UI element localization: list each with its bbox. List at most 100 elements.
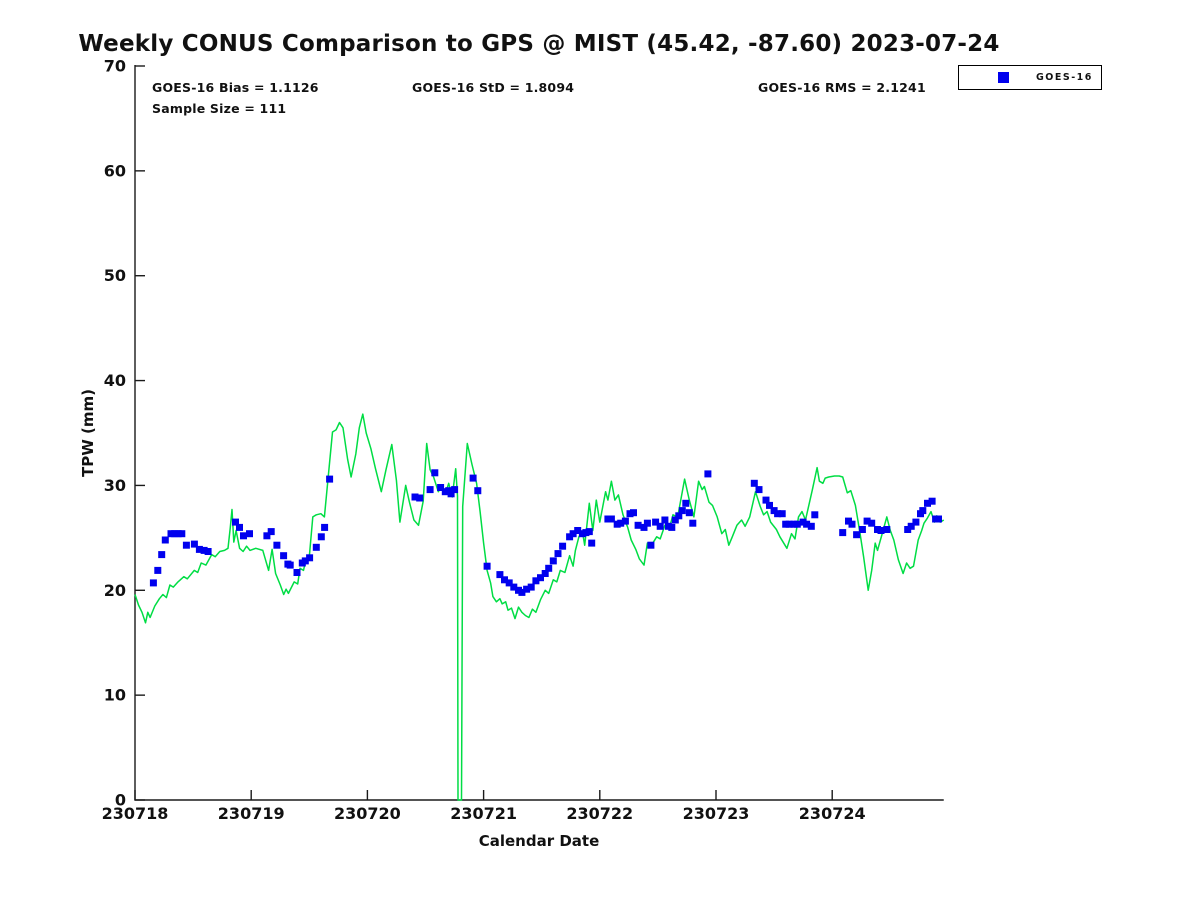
goes16-marker [232, 518, 239, 526]
goes16-marker [469, 474, 477, 482]
goes16-marker [236, 523, 243, 531]
goes16-marker [574, 527, 582, 534]
goes16-marker [263, 532, 271, 540]
goes16-marker [778, 510, 786, 518]
goes16-marker [630, 509, 637, 517]
goes16-marker [411, 493, 419, 501]
stat-bias: GOES-16 Bias = 1.1126 [152, 80, 319, 95]
goes16-marker [267, 528, 275, 536]
goes16-marker [167, 530, 175, 538]
goes16-marker [569, 530, 577, 538]
x-tick-label: 230721 [450, 804, 517, 823]
goes16-marker [682, 499, 690, 507]
goes16-marker [523, 585, 531, 593]
goes16-marker [585, 528, 593, 536]
goes16-marker [807, 522, 815, 530]
goes16-marker [306, 554, 314, 562]
x-axis-label: Calendar Date [478, 832, 600, 850]
goes16-marker [317, 533, 325, 541]
goes16-marker [312, 543, 320, 551]
y-tick-label: 70 [104, 57, 126, 76]
goes16-marker [549, 557, 557, 565]
goes16-marker [204, 548, 212, 555]
x-tick-label: 230718 [102, 804, 169, 823]
legend-box: GOES-16 [958, 65, 1102, 90]
stat-std: GOES-16 StD = 1.8094 [412, 80, 575, 95]
y-tick-label: 60 [104, 161, 126, 180]
goes16-marker [161, 536, 169, 544]
goes16-marker [883, 526, 891, 533]
goes16-marker [912, 518, 920, 526]
goes16-marker [554, 550, 562, 558]
goes16-marker [195, 545, 203, 553]
goes16-marker [190, 540, 198, 548]
goes16-marker [919, 507, 927, 515]
goes16-marker [793, 520, 801, 528]
x-tick-label: 230723 [683, 804, 750, 823]
goes16-marker [640, 523, 648, 531]
goes16-marker [273, 541, 281, 549]
gps-line [134, 413, 945, 801]
goes16-legend-label: GOES-16 [1036, 72, 1093, 83]
goes16-marker [647, 541, 655, 549]
goes16-marker [158, 551, 166, 559]
goes16-marker [437, 484, 445, 491]
goes16-marker [774, 510, 782, 518]
goes16-marker [545, 564, 553, 572]
goes16-marker [661, 516, 669, 524]
y-tick-label: 50 [104, 266, 126, 285]
goes16-marker [326, 475, 334, 483]
x-tick-label: 230722 [566, 804, 633, 823]
x-tick-label: 230719 [218, 804, 285, 823]
goes16-marker [863, 517, 871, 525]
goes16-marker [182, 541, 190, 549]
goes16-marker [426, 486, 434, 494]
goes16-marker [689, 519, 697, 527]
goes16-marker [621, 517, 629, 525]
goes16-marker [301, 557, 309, 565]
goes16-marker [483, 562, 491, 570]
stat-sample-size: Sample Size = 111 [152, 101, 287, 116]
y-tick-label: 10 [104, 686, 126, 705]
y-tick-label: 40 [104, 371, 126, 390]
goes16-marker [755, 486, 763, 494]
axis-lines [134, 65, 944, 801]
goes16-marker [447, 490, 455, 498]
goes16-marker [935, 515, 942, 523]
goes16-marker [877, 527, 885, 534]
goes16-marker [634, 521, 642, 529]
goes16-marker [617, 519, 625, 527]
goes16-marker [474, 487, 482, 495]
goes16-marker [588, 539, 596, 547]
goes16-marker [675, 512, 683, 520]
goes16-marker [668, 523, 676, 531]
y-tick-label: 30 [104, 476, 126, 495]
goes16-marker [750, 479, 758, 487]
goes16-marker [200, 546, 208, 554]
goes16-marker [518, 588, 526, 596]
goes16-marker [240, 532, 247, 540]
goes16-marker [541, 570, 549, 577]
goes16-marker [704, 470, 712, 478]
stat-rms: GOES-16 RMS = 2.1241 [758, 80, 926, 95]
goes16-marker [839, 529, 847, 537]
goes16-marker [496, 571, 504, 579]
goes16-marker [671, 516, 679, 524]
goes16-marker [848, 520, 856, 528]
goes16-marker [853, 531, 861, 539]
goes16-marker [174, 530, 182, 538]
goes16-marker [928, 497, 936, 505]
y-tick-label: 20 [104, 581, 126, 600]
goes16-marker [321, 523, 329, 531]
goes16-marker [451, 486, 459, 494]
goes16-marker [293, 569, 301, 576]
goes16-marker [643, 519, 651, 527]
goes16-marker [803, 520, 811, 528]
goes16-marker [501, 576, 508, 584]
goes16-marker [559, 542, 567, 550]
goes16-marker [868, 519, 876, 527]
goes16-marker [678, 507, 686, 515]
goes16-marker [762, 496, 770, 504]
